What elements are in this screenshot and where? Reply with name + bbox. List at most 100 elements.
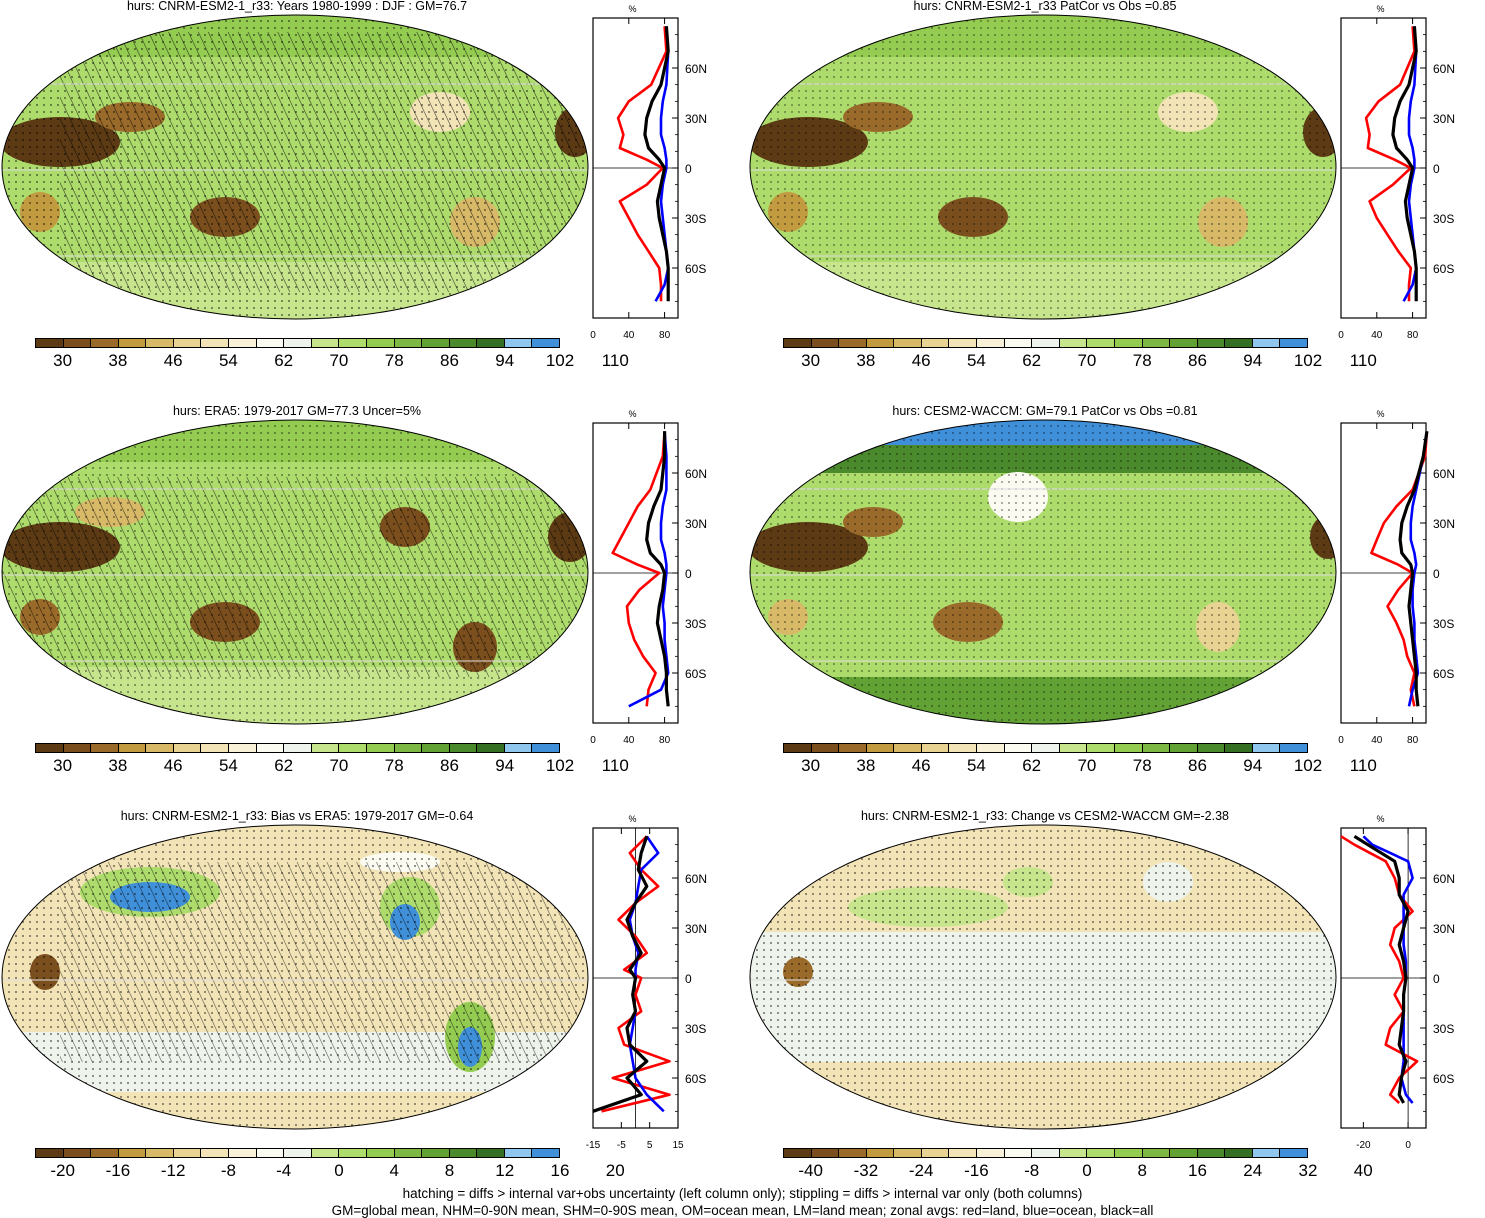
colorbar-label: 86 [1188,351,1207,370]
colorbar-swatch [949,339,978,347]
colorbar-swatch [366,744,395,752]
zonal-series-all [592,835,649,1113]
colorbar-label: 8 [444,1161,455,1180]
zonal-lat-label: 30S [1433,212,1454,226]
zonal-x-label: 0 [590,330,596,341]
colorbar-swatch [504,1149,533,1157]
colorbar-swatch [366,1149,395,1157]
panel-title-4: hurs: CESM2-WACCM: GM=79.1 PatCor vs Obs… [892,404,1198,418]
colorbar-label: 102 [545,756,575,775]
zonal-series-all [1353,834,1410,1104]
map-panel-4 [749,419,1337,725]
colorbar-swatch [36,339,64,347]
zonal-series-all [643,26,670,302]
zonal-x-label: 80 [1407,735,1419,746]
colorbar-swatch [394,744,423,752]
colorbar-swatch [1087,1149,1115,1157]
colorbar-swatch [118,1149,147,1157]
colorbar-swatch [1170,339,1198,347]
map-panel-3 [1,419,589,725]
zonal-lat-label: 0 [1433,162,1440,176]
zonal-plot-1: % 60N 30N 0 30S 60S 0 40 80 [590,4,707,341]
colorbar-swatch [284,339,312,347]
zonal-lat-label: 30S [685,212,706,226]
zonal-x-label: 5 [647,1140,653,1151]
colorbar-label: 62 [1022,756,1042,775]
colorbar-swatch [229,744,257,752]
colorbar-label: -4 [276,1161,292,1180]
colorbar-swatch [422,744,450,752]
colorbar-label: 94 [495,756,515,775]
colorbar-swatch [91,1149,119,1157]
colorbar-swatch [1280,1149,1307,1157]
colorbar-label: 30 [53,756,73,775]
colorbar-label: 110 [1349,756,1377,775]
colorbar-swatch [866,1149,895,1157]
zonal-x-label: 0 [1338,735,1344,746]
colorbar-swatch [339,1149,367,1157]
colorbar-label: 70 [329,351,349,370]
colorbar-swatch [1114,339,1143,347]
zonal-plot-3: % 60N 30N 0 30S 60S 0 40 80 [590,409,707,746]
panel-title-5: hurs: CNRM-ESM2-1_r33: Bias vs ERA5: 197… [120,809,474,823]
colorbar-swatch [1225,339,1253,347]
colorbar-swatch [1032,339,1060,347]
colorbar-swatch [229,1149,257,1157]
colorbar-swatch [256,1149,285,1157]
colorbar-label: 94 [1243,351,1263,370]
colorbar-label: 78 [1132,351,1152,370]
colorbar-swatch [477,339,505,347]
colorbar-label: 16 [550,1161,570,1180]
colorbar-swatch [1142,744,1171,752]
colorbar-swatch [63,339,92,347]
colorbar-swatch [394,339,423,347]
zonal-lat-label: 60S [1433,1072,1454,1086]
footer-line-1: hatching = diffs > internal var+obs unce… [402,1186,1083,1201]
colorbar-label: 54 [966,351,986,370]
colorbar-swatch [1087,339,1115,347]
colorbar-label: 20 [605,1161,625,1180]
colorbar-label: 12 [495,1161,515,1180]
footer-line-2: GM=global mean, NHM=0-90N mean, SHM=0-90… [331,1203,1154,1218]
colorbar-swatch [146,744,174,752]
colorbar-swatch [839,339,867,347]
colorbar-label: 102 [1293,351,1323,370]
colorbar-label: 62 [1022,351,1042,370]
colorbar-swatch [1252,744,1281,752]
map-panel-1 [1,14,589,320]
zonal-plot-6: % 60N 30N 0 30S 60S -20 0 [1340,814,1455,1151]
colorbar-swatch [977,744,1005,752]
zonal-lat-label: 60N [685,467,707,481]
colorbar-swatch [921,1149,950,1157]
colorbar-label: 38 [108,756,128,775]
colorbar-swatch [118,744,147,752]
colorbar-swatch [311,339,340,347]
colorbar-swatch [784,339,812,347]
colorbar-label: -8 [1024,1161,1040,1180]
colorbar-swatch [532,1149,559,1157]
colorbar-swatch [504,744,533,752]
colorbar-swatch [1087,744,1115,752]
zonal-unit-label: % [628,814,636,824]
colorbar-swatch [532,744,559,752]
zonal-plot-4: % 60N 30N 0 30S 60S 0 40 80 [1338,409,1455,746]
colorbar-swatch [784,744,812,752]
colorbar-swatch [173,744,202,752]
colorbar-swatch [422,1149,450,1157]
colorbar-label: -24 [908,1161,934,1180]
colorbar-swatch [1004,339,1033,347]
zonal-lat-label: 60N [1433,872,1455,886]
zonal-series-all [1398,431,1429,707]
colorbar-swatch [201,1149,230,1157]
colorbar-swatch [921,744,950,752]
colorbar-label: 110 [601,756,629,775]
colorbar-swatch [422,339,450,347]
zonal-lat-label: 60S [1433,667,1454,681]
colorbar-swatch [1059,1149,1088,1157]
zonal-lat-label: 30S [685,1022,706,1036]
zonal-unit-label: % [1376,814,1384,824]
zonal-lat-label: 60N [685,62,707,76]
colorbar-swatch [894,744,922,752]
colorbar-swatch [1170,1149,1198,1157]
colorbar-swatch [394,1149,423,1157]
